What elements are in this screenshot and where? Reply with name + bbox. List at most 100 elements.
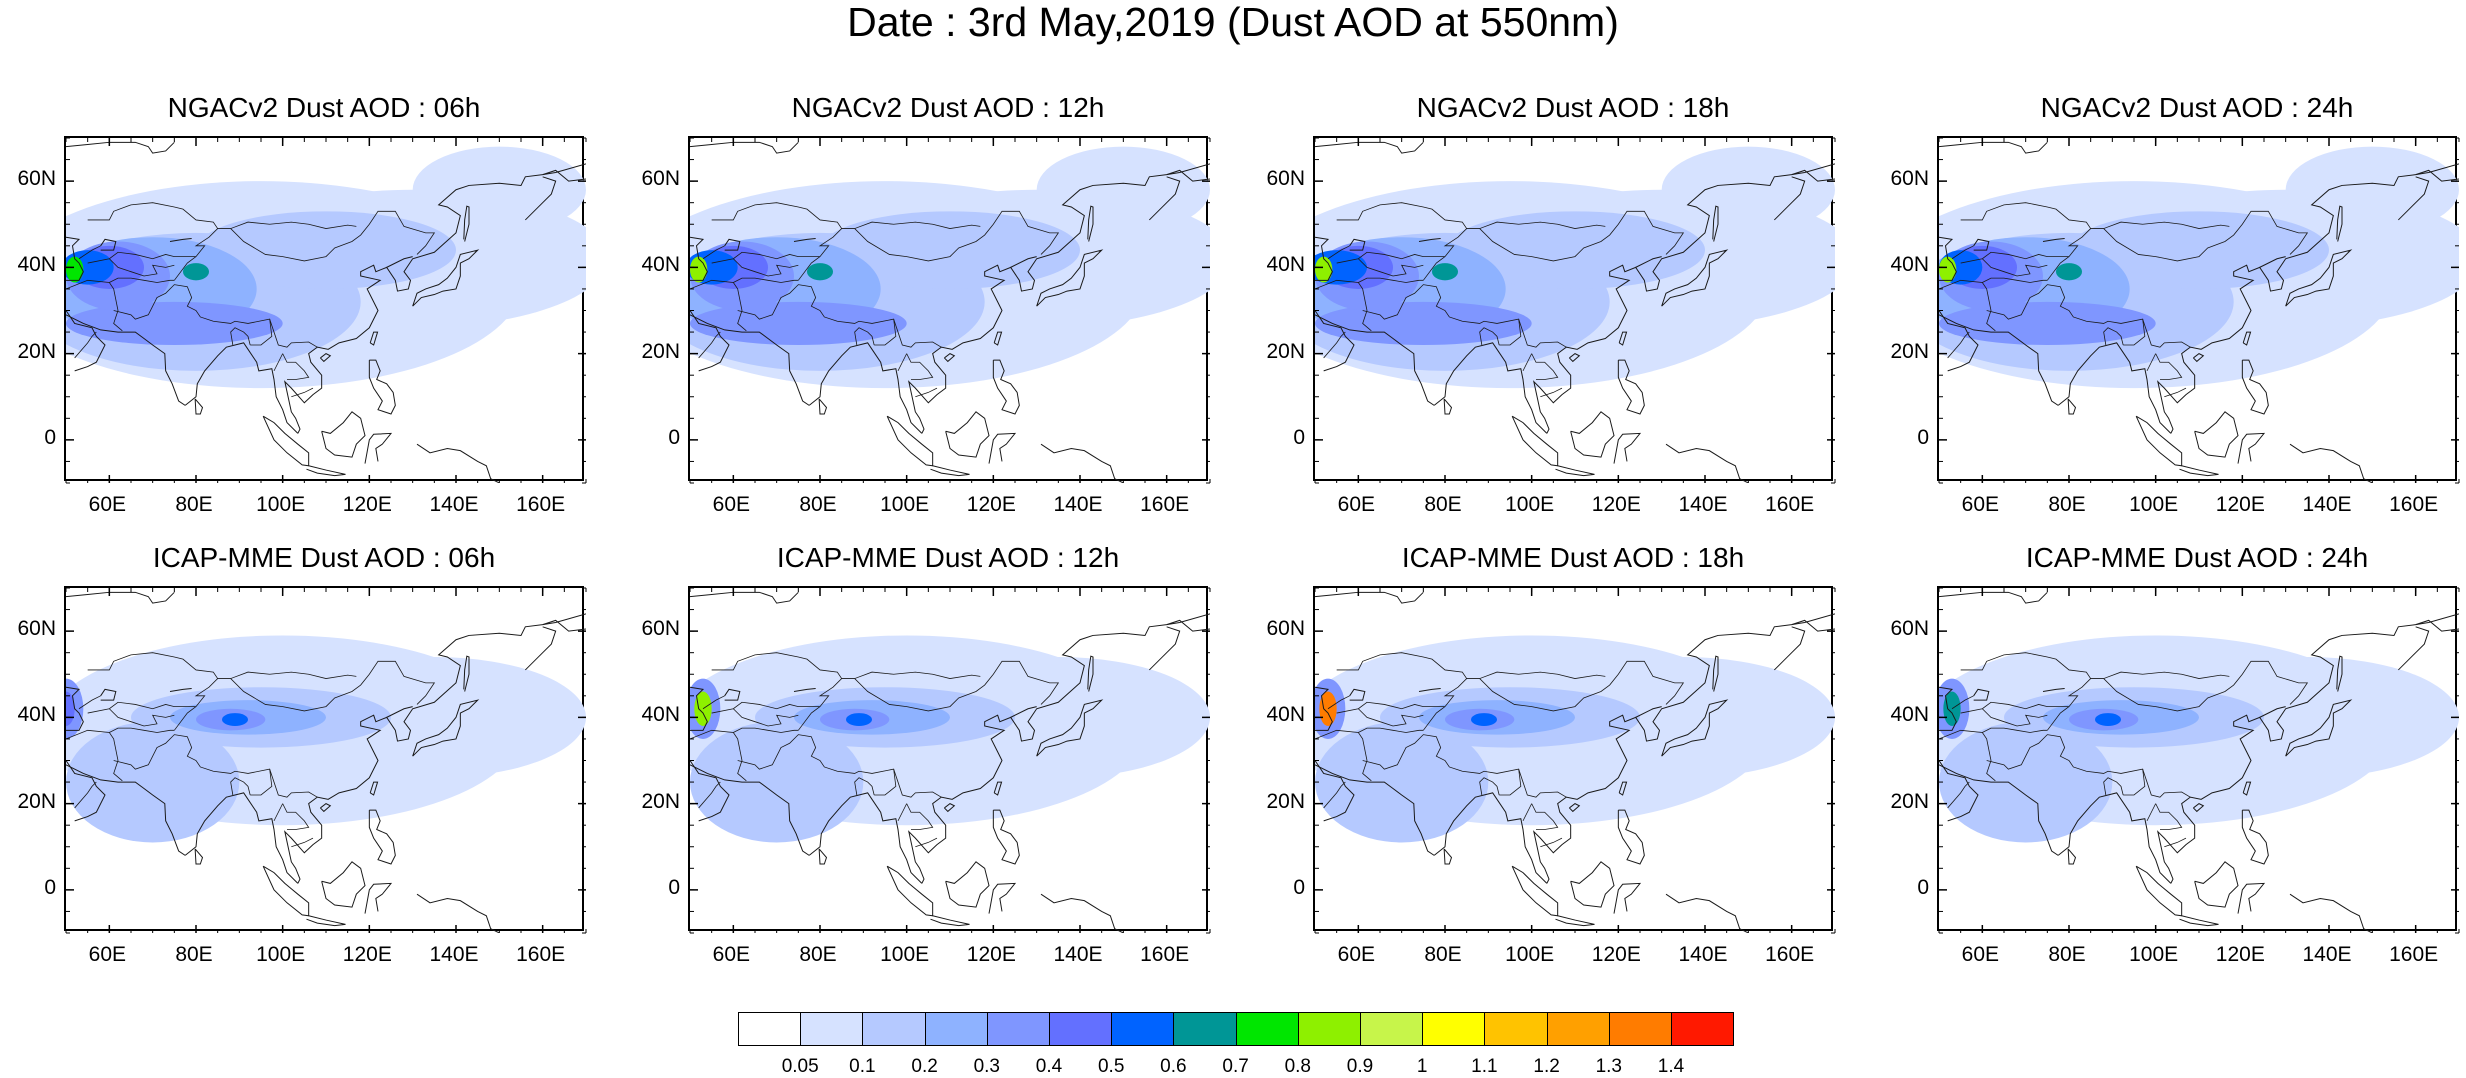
country-border: [1315, 279, 1372, 332]
y-tick-label: 0: [44, 425, 56, 449]
country-border: [897, 353, 908, 372]
country-border: [1960, 251, 2069, 264]
panel-title: ICAP-MME Dust AOD : 18h: [1401, 542, 1745, 573]
coastline: [66, 591, 175, 604]
y-tick-label: 40N: [1266, 253, 1305, 277]
y-tick-label: 0: [668, 425, 680, 449]
x-tick-label: 80E: [1424, 943, 1462, 966]
dust-aod-shade: [2155, 657, 2459, 778]
coastline: [690, 591, 799, 604]
y-tick-label: 0: [1293, 875, 1305, 899]
coastline: [368, 809, 396, 865]
panel-title: ICAP-MME Dust AOD : 24h: [2025, 542, 2369, 573]
coastline: [2057, 792, 2172, 884]
country-border: [690, 279, 747, 332]
dust-aod-shade: [1315, 301, 1532, 345]
colorbar-swatch: [1360, 1012, 1424, 1046]
coastline: [886, 415, 934, 467]
x-tick-label: 140E: [1053, 493, 1103, 516]
coastline: [808, 342, 923, 434]
y-tick-label: 40N: [641, 253, 680, 277]
coastline: [1511, 865, 1559, 917]
dust-aod-shade: [2095, 713, 2121, 726]
coastline: [184, 342, 299, 434]
coastline: [1665, 443, 1749, 483]
coastline: [1443, 848, 1453, 865]
country-border: [174, 660, 436, 731]
country-border: [1362, 284, 1522, 346]
country-border: [74, 331, 97, 359]
map-canvas: [689, 587, 1211, 934]
map-panel: [64, 136, 587, 484]
colorbar-swatch: [1173, 1012, 1237, 1046]
country-border: [1540, 387, 1563, 398]
coastline: [2237, 432, 2266, 464]
coastline: [2397, 626, 2430, 671]
country-border: [1315, 729, 1372, 782]
coastline: [2285, 249, 2353, 307]
country-border: [1327, 695, 1350, 710]
coastline: [66, 314, 186, 406]
coastline: [2241, 359, 2269, 415]
colorbar-label: 0.5: [1097, 1056, 1125, 1077]
country-border: [2047, 210, 2309, 281]
coastline: [2135, 865, 2183, 917]
panel-title: NGACv2 Dust AOD : 12h: [791, 92, 1105, 123]
colorbar-label: 1.4: [1657, 1056, 1685, 1077]
country-border: [1518, 768, 1567, 798]
country-border: [906, 803, 934, 830]
coastline: [1939, 764, 2059, 856]
coastline: [2135, 415, 2183, 467]
coastline: [988, 432, 1017, 464]
coastline: [1569, 353, 1581, 363]
x-tick-label: 60E: [88, 943, 127, 966]
coastline: [1315, 310, 1355, 372]
colorbar-swatch: [1484, 1012, 1548, 1046]
x-tick-label: 120E: [2215, 493, 2265, 516]
coastline: [1315, 760, 1355, 822]
country-border: [1336, 652, 1467, 679]
map-panel: [1313, 586, 1836, 934]
coastline: [2285, 699, 2353, 757]
dust-aod-shade: [846, 713, 872, 726]
y-tick-label: 60N: [1890, 167, 1929, 191]
coastline: [1569, 803, 1581, 813]
coastline: [2415, 619, 2459, 632]
coastline: [793, 237, 816, 242]
map-panel: [688, 136, 1211, 484]
coastline: [690, 141, 799, 154]
y-tick-label: 0: [44, 875, 56, 899]
country-border: [109, 277, 175, 283]
country-border: [854, 671, 981, 679]
country-border: [690, 729, 747, 782]
country-border: [113, 734, 273, 796]
dust-aod-shade: [906, 657, 1210, 778]
panel-title: NGACv2 Dust AOD : 06h: [167, 92, 481, 123]
x-tick-label: 160E: [1140, 493, 1190, 516]
x-tick-label: 80E: [799, 493, 837, 516]
coastline: [944, 803, 956, 813]
coastline: [2415, 169, 2459, 182]
y-tick-label: 0: [1293, 425, 1305, 449]
y-tick-label: 60N: [1890, 617, 1929, 641]
coastline: [724, 688, 741, 701]
coastline: [793, 687, 816, 692]
country-border: [1939, 729, 1996, 782]
coastline: [364, 432, 393, 464]
x-tick-label: 160E: [1765, 493, 1815, 516]
y-tick-label: 40N: [17, 703, 56, 727]
coastline: [412, 249, 480, 307]
coastline: [1010, 706, 1037, 718]
country-border: [109, 727, 175, 733]
coastline: [724, 238, 741, 251]
country-border: [1358, 258, 1424, 277]
country-border: [87, 251, 196, 264]
coastline: [1087, 655, 1094, 692]
coastline: [2259, 256, 2286, 268]
x-tick-label: 80E: [1424, 493, 1462, 516]
y-tick-label: 40N: [17, 253, 56, 277]
x-tick-label: 140E: [2302, 493, 2352, 516]
coastline: [1443, 398, 1453, 415]
coastline: [2194, 861, 2239, 908]
country-border: [1951, 245, 1974, 260]
